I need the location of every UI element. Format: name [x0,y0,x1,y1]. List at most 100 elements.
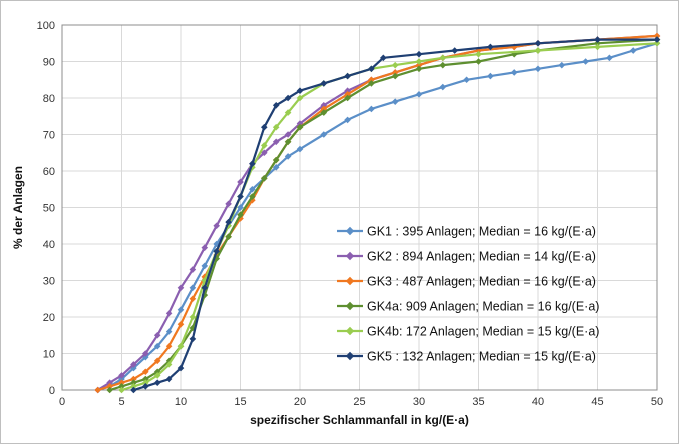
data-point [594,36,601,43]
legend-entry: GK5 : 132 Anlagen; Median = 15 kg/(E·a) [337,350,596,364]
data-point [380,54,387,62]
data-point [475,50,482,58]
series-layer [94,32,661,394]
data-point [130,375,137,383]
legend-entry: GK4b: 172 Anlagen; Median = 15 kg/(E·a) [337,325,599,339]
plot-area-border [61,24,658,391]
data-point [130,383,137,390]
data-point [368,65,375,73]
data-point [165,342,173,350]
y-tick-label: 10 [43,349,55,361]
data-point [582,58,589,65]
x-tick-label: 40 [532,396,544,408]
data-point [534,47,542,54]
data-point [439,83,447,91]
y-tick-label: 0 [49,385,55,397]
data-point [225,218,232,226]
data-point [165,328,173,335]
legend-marker [345,276,355,286]
data-point [165,375,173,383]
data-point [177,364,185,372]
data-point [237,204,244,211]
data-point [510,69,518,76]
y-tick-label: 70 [43,130,55,142]
data-point [249,185,256,193]
data-point [653,32,661,40]
x-tick-label: 50 [651,396,663,408]
data-point [153,379,161,386]
legend-marker [345,251,355,261]
legend-label: GK2 : 894 Anlagen; Median = 14 kg/(E·a) [367,250,596,264]
data-point [142,375,149,383]
legend-label: GK3 : 487 Anlagen; Median = 16 kg/(E·a) [367,275,596,289]
x-tick-label: 45 [591,396,603,408]
data-point [415,65,423,73]
x-tick-label: 10 [175,396,187,408]
data-point [94,386,101,394]
data-point [320,131,328,138]
x-tick-label: 25 [353,396,365,408]
x-tick-label: 0 [59,396,65,408]
data-point [320,80,328,87]
data-point [189,295,197,303]
data-point [142,350,149,357]
legend: GK1 : 395 Anlagen; Median = 16 kg/(E·a) G… [337,225,599,364]
data-point [261,123,268,131]
y-tick-label: 50 [43,203,55,215]
data-point [142,353,149,361]
data-point [165,361,173,368]
data-point [201,277,209,284]
data-point [213,222,220,230]
data-point [249,160,256,167]
data-point [653,39,661,47]
legend-entry: GK2 : 894 Anlagen; Median = 14 kg/(E·a) [337,250,596,264]
data-point [487,72,494,80]
data-point [130,364,137,372]
data-point [272,102,280,109]
data-point [237,193,244,200]
data-point [118,379,125,386]
data-point [177,321,185,328]
data-point [296,94,304,102]
data-point [463,76,470,84]
data-point [142,379,149,386]
series-GK5 [130,36,661,394]
data-point [272,123,280,131]
series-line [109,38,658,392]
data-point [177,306,185,313]
data-point [201,284,209,292]
data-point [106,386,113,394]
data-point [391,98,399,105]
y-tick-label: 60 [43,166,55,178]
data-point [344,116,351,124]
data-point [284,138,292,146]
data-point [153,372,161,379]
y-tick-label: 30 [43,276,55,288]
data-point [261,142,268,149]
tick-labels: 0 5 10 15 20 25 30 35 40 45 50 0 10 20 30 40 50 60 70 80 90 1… [37,20,663,408]
data-point [106,383,113,390]
data-point [130,386,137,394]
data-point [272,138,280,146]
data-point [201,291,209,299]
data-point [118,386,125,394]
data-point [153,368,161,376]
y-tick-label: 100 [37,20,55,32]
legend-label: GK4b: 172 Anlagen; Median = 15 kg/(E·a) [367,325,599,339]
x-tick-label: 30 [413,396,425,408]
data-point [296,123,304,131]
data-point [284,153,292,160]
legend-label: GK4a: 909 Anlagen; Median = 16 kg/(E·a) [367,300,599,314]
data-point [296,145,304,153]
x-tick-label: 20 [294,396,306,408]
data-point [415,50,423,58]
data-point [118,372,125,379]
legend-label: GK5 : 132 Anlagen; Median = 15 kg/(E·a) [367,350,596,364]
data-point [391,69,399,76]
x-tick-label: 15 [234,396,246,408]
data-point [165,310,173,317]
data-point [296,87,304,94]
data-point [653,36,661,43]
